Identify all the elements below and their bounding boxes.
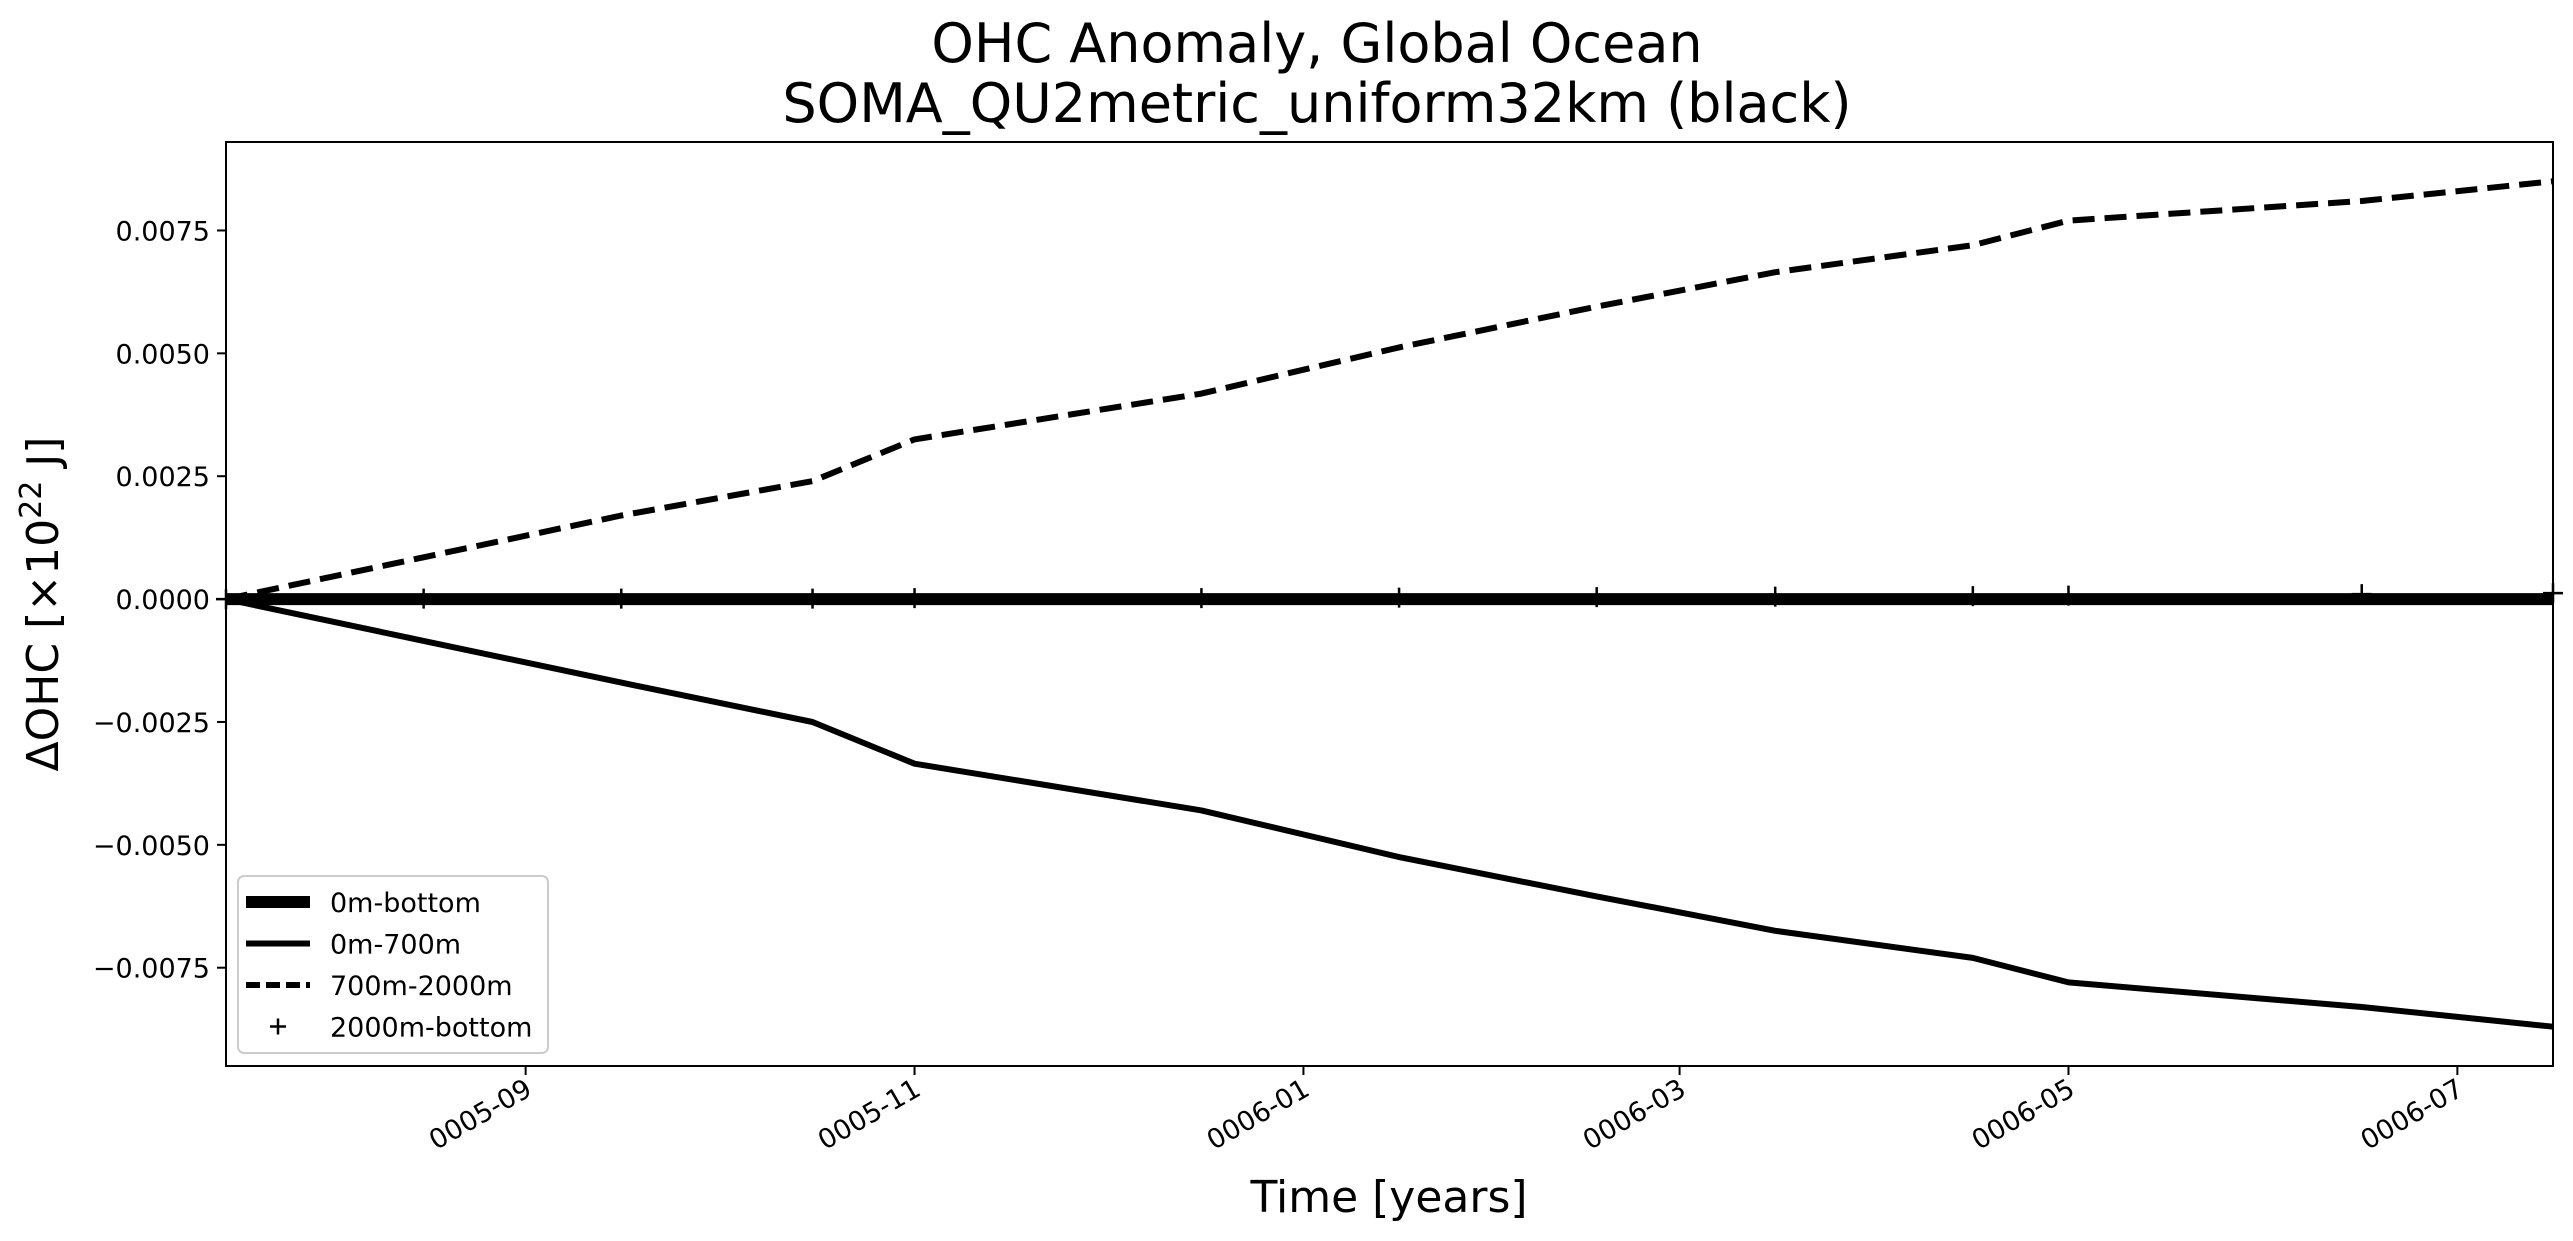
data-point — [413, 588, 434, 609]
y-axis-label: ΔOHC [×1022 J] — [14, 437, 70, 772]
x-tick-label: 0006-07 — [2356, 1073, 2469, 1156]
y-tick-label: −0.0025 — [93, 708, 210, 739]
y-tick-label: 0.0000 — [116, 585, 210, 616]
legend: 0m-bottom 0m-700m 700m-2000m 2000m-bottom — [237, 875, 549, 1054]
data-point — [611, 588, 632, 609]
series-line-0m-700m — [225, 596, 2554, 1030]
x-axis: 0005-09 0005-11 0006-01 0006-03 0006-05 0006-… — [424, 1066, 2469, 1156]
x-tick-label: 0005-11 — [813, 1073, 926, 1156]
x-tick-label: 0006-01 — [1202, 1073, 1315, 1156]
x-tick-label: 0005-09 — [424, 1073, 537, 1156]
data-point — [2351, 584, 2372, 605]
data-point — [1586, 587, 1607, 608]
data-point — [904, 588, 925, 609]
chart-title-line2: SOMA_QU2metric_uniform32km (black) — [782, 72, 1851, 135]
y-tick-label: 0.0025 — [116, 462, 210, 493]
data-point — [1765, 586, 1786, 607]
y-axis-label-prefix: ΔOHC [×10 — [18, 519, 69, 772]
data-point — [1191, 588, 1212, 609]
legend-swatch — [270, 1018, 286, 1035]
plot-marks — [216, 178, 2563, 1030]
data-point — [1962, 586, 1983, 607]
plot-frame — [225, 141, 2554, 1067]
y-axis: 0.0075 0.0050 0.0025 0.0000 −0.0025 −0.0050 −0… — [93, 216, 226, 985]
chart-title-line1: OHC Anomaly, Global Ocean — [931, 12, 1702, 75]
legend-frame — [237, 875, 549, 1054]
legend-label: 0m-700m — [330, 930, 461, 961]
legend-label: 0m-bottom — [330, 888, 481, 919]
legend-label: 2000m-bottom — [330, 1013, 532, 1044]
y-tick-label: −0.0050 — [93, 831, 210, 862]
data-point — [802, 588, 823, 609]
y-tick-label: −0.0075 — [93, 954, 210, 985]
data-point — [1389, 587, 1410, 608]
x-tick-label: 0006-05 — [1967, 1073, 2080, 1156]
y-axis-label-suffix: J] — [18, 437, 69, 481]
x-axis-label: Time [years] — [1249, 1172, 1527, 1223]
y-tick-label: 0.0075 — [116, 216, 210, 247]
legend-label: 700m-2000m — [330, 971, 513, 1002]
x-tick-label: 0006-03 — [1578, 1073, 1691, 1156]
y-tick-label: 0.0050 — [116, 339, 210, 370]
series-line-700m-2000m — [225, 178, 2554, 603]
series-2000m-bottom — [216, 583, 2563, 610]
y-axis-label-exponent: 22 — [14, 481, 49, 519]
data-point — [2058, 585, 2079, 606]
